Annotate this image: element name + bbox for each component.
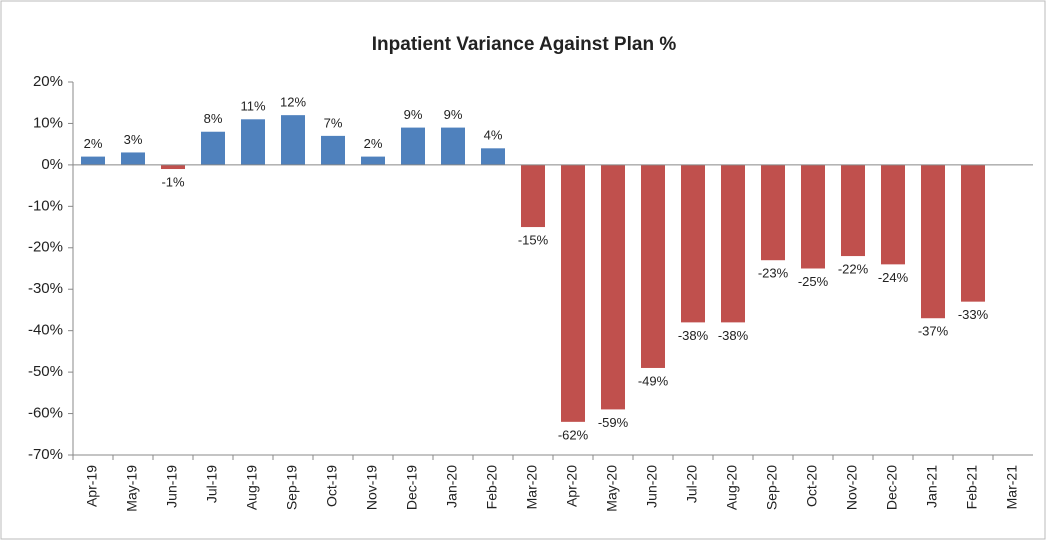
data-label: -15% (518, 232, 549, 247)
data-label: 3% (124, 132, 143, 147)
bar (521, 164, 545, 228)
data-label: -49% (638, 373, 669, 388)
y-tick-label: -20% (28, 239, 63, 256)
data-label: -62% (558, 427, 589, 442)
y-tick-label: 0% (41, 156, 63, 173)
data-label: 9% (444, 107, 463, 122)
bar (401, 127, 425, 165)
bar (321, 135, 345, 165)
bar (201, 131, 225, 165)
x-tick-label: May-20 (604, 465, 620, 512)
x-tick-label: Dec-20 (884, 465, 900, 510)
bar (121, 152, 145, 165)
data-label: 2% (84, 136, 103, 151)
bar (881, 164, 905, 265)
bar (921, 164, 945, 319)
data-label: 9% (404, 107, 423, 122)
data-label: -37% (918, 324, 949, 339)
data-label: 4% (484, 128, 503, 143)
bar (281, 115, 305, 165)
data-label: -38% (718, 328, 749, 343)
x-tick-label: Jan-20 (444, 465, 460, 508)
x-tick-label: Sep-19 (284, 465, 300, 510)
x-tick-label: Oct-20 (804, 465, 820, 507)
x-tick-label: Apr-20 (564, 465, 580, 507)
bar (481, 148, 505, 165)
y-tick-label: 10% (33, 114, 63, 131)
bar (841, 164, 865, 257)
x-tick-label: Aug-20 (724, 465, 740, 510)
data-label: 12% (280, 95, 306, 110)
data-label: 2% (364, 136, 383, 151)
bar (161, 164, 185, 170)
data-label: -33% (958, 307, 989, 322)
data-label: 11% (240, 99, 265, 114)
x-tick-label: Sep-20 (764, 465, 780, 510)
bar (641, 164, 665, 368)
y-tick-label: 20% (33, 73, 63, 90)
data-label: 7% (324, 115, 343, 130)
data-label: -25% (798, 274, 829, 289)
x-tick-label: Jan-21 (924, 465, 940, 508)
y-tick-label: -30% (28, 280, 63, 297)
x-tick-label: Jul-20 (684, 465, 700, 503)
data-label: -23% (758, 266, 789, 281)
data-label: -38% (678, 328, 709, 343)
data-label: -59% (598, 415, 629, 430)
y-tick-label: -40% (28, 322, 63, 339)
bar (241, 119, 265, 165)
data-label: 8% (204, 111, 223, 126)
x-tick-label: Dec-19 (404, 465, 420, 510)
data-label: -22% (838, 262, 869, 277)
bar (441, 127, 465, 165)
y-tick-label: -10% (28, 197, 63, 214)
x-tick-label: Jun-20 (644, 465, 660, 508)
bar (801, 164, 825, 269)
bar (961, 164, 985, 302)
bar (561, 164, 585, 422)
bar (721, 164, 745, 323)
x-tick-label: Oct-19 (324, 465, 340, 507)
data-label: -1% (161, 174, 185, 189)
bar (601, 164, 625, 410)
x-tick-label: Feb-20 (484, 465, 500, 510)
x-tick-label: Nov-20 (844, 465, 860, 510)
x-tick-label: Jun-19 (164, 465, 180, 508)
bar (761, 164, 785, 261)
x-tick-label: Apr-19 (84, 465, 100, 507)
x-tick-label: Nov-19 (364, 465, 380, 510)
bar (81, 156, 105, 165)
x-tick-label: Aug-19 (244, 465, 260, 510)
x-tick-label: Mar-20 (524, 465, 540, 510)
bar (681, 164, 705, 323)
y-tick-label: -70% (28, 446, 63, 463)
x-tick-label: Feb-21 (964, 465, 980, 510)
y-tick-label: -50% (28, 363, 63, 380)
chart-title: Inpatient Variance Against Plan % (372, 34, 677, 55)
x-tick-label: Jul-19 (204, 465, 220, 503)
y-tick-label: -60% (28, 405, 63, 422)
x-tick-label: May-19 (124, 465, 140, 512)
bar (361, 156, 385, 165)
x-tick-label: Mar-21 (1004, 465, 1020, 510)
data-label: -24% (878, 270, 909, 285)
